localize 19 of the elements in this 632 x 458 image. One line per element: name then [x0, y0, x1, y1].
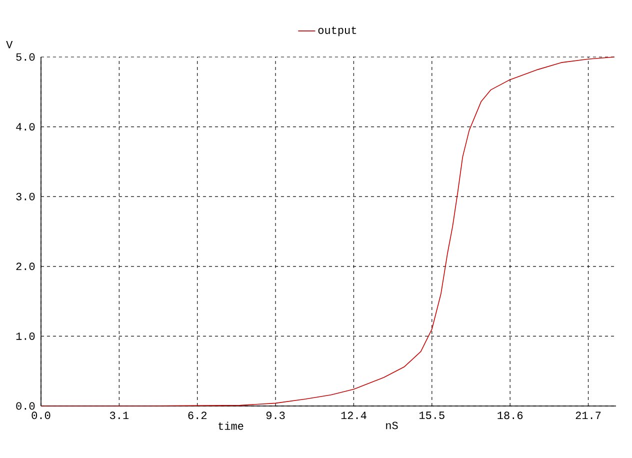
legend-label: output [318, 26, 356, 36]
y-tick-label: 5.0 [16, 53, 35, 61]
x-tick-label: 6.2 [188, 412, 206, 420]
x-tick-label: 18.6 [498, 412, 523, 420]
x-tick-label: 3.1 [110, 412, 129, 420]
text: nS [386, 422, 398, 430]
x-tick-label: 21.7 [576, 412, 601, 420]
y-tick-label: 0.0 [16, 402, 35, 410]
line-series [40, 56, 615, 406]
x-tick-label: 15.5 [420, 412, 444, 420]
y-axis-title: V [6, 40, 13, 48]
x-tick-label: 12.4 [341, 412, 366, 420]
x-tick-label: 9.3 [266, 412, 285, 420]
y-tick-label: 3.0 [16, 192, 35, 200]
y-tick-label: 2.0 [16, 262, 35, 270]
y-tick-label: 4.0 [16, 123, 35, 131]
y-tick-label: 1.0 [16, 332, 35, 340]
x-tick-label: 0.0 [32, 412, 50, 420]
x-axis-title: time [218, 422, 244, 430]
